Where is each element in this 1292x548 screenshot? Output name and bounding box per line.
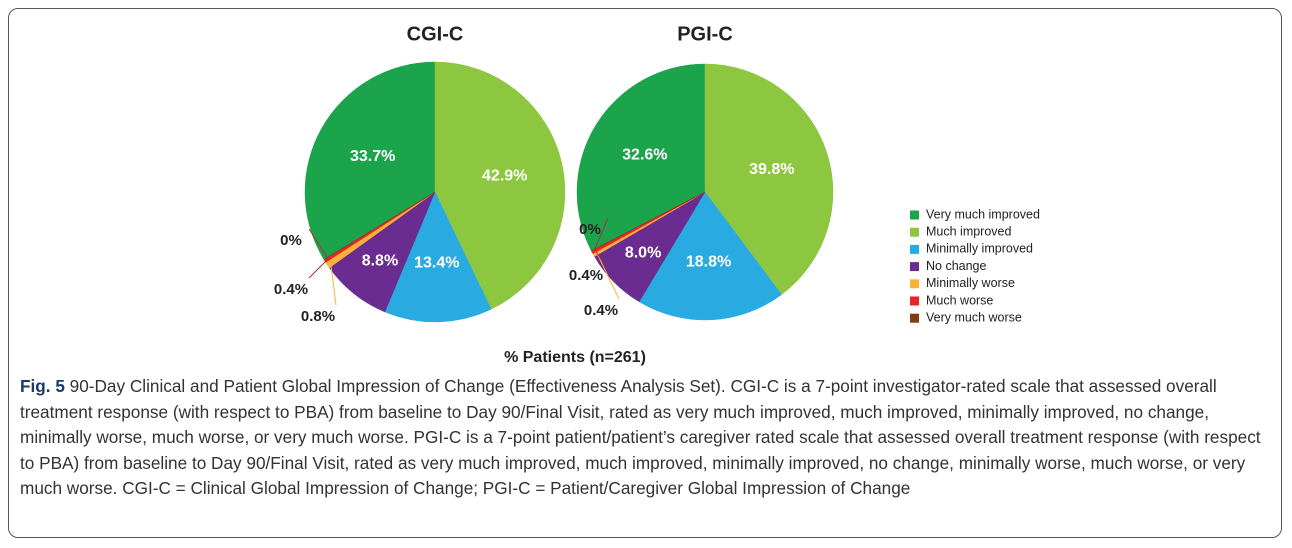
pie-slice [576,63,706,252]
legend-swatch [910,210,919,220]
legend-label: Minimally worse [926,276,1015,290]
legend-label: Much improved [926,224,1011,238]
pie-slice [591,191,706,252]
value-label: 42.9% [482,167,527,184]
pie-slice [704,63,834,295]
leader-line [594,217,609,250]
legend-swatch [910,296,919,306]
pie-slice [638,191,782,321]
legend-label: Very much improved [926,207,1040,221]
value-label: 33.7% [350,148,395,165]
legend-label: Much worse [926,293,993,307]
x-label: % Patients (n=261) [504,349,646,366]
value-label: 0.4% [274,281,308,298]
caption-text: 90-Day Clinical and Patient Global Impre… [20,376,1261,498]
figure-frame [8,8,1282,538]
pie-slice [384,191,492,323]
caption-label: Fig. 5 [20,376,65,396]
legend-swatch [910,227,919,237]
value-label: 0% [280,232,302,249]
value-label: 39.8% [749,161,794,178]
pie-slice [323,191,436,260]
pie-slice [304,61,436,260]
leader-line [595,250,605,265]
leader-line [596,252,620,300]
value-label: 18.8% [686,254,731,271]
chart: % Patients (n=261) CGI-C 33.7% 42.9% 13.4% 8… [274,23,1040,366]
legend-label: No change [926,259,987,273]
value-label: 8.0% [625,244,661,261]
leader-line [308,258,329,279]
caption: Fig. 5 90-Day Clinical and Patient Globa… [20,374,1270,502]
chart-title: PGI-C [677,23,733,45]
value-label: 0.4% [584,302,618,319]
legend-label: Minimally improved [926,242,1033,256]
chart-title: CGI-C [407,23,464,45]
pie-slice [434,61,566,310]
value-label: 0.8% [301,308,335,325]
leader-line [330,262,337,306]
legend-swatch [910,313,919,323]
value-label: 8.8% [362,252,398,269]
value-label: 0.4% [569,267,603,284]
legend-swatch [910,244,919,254]
leader-line [308,228,328,258]
legend-label: Very much worse [926,310,1022,324]
legend-swatch [910,279,919,289]
value-label: 32.6% [622,147,667,164]
value-label: 0% [579,221,601,238]
legend-swatch [910,262,919,272]
value-label: 13.4% [414,255,459,272]
